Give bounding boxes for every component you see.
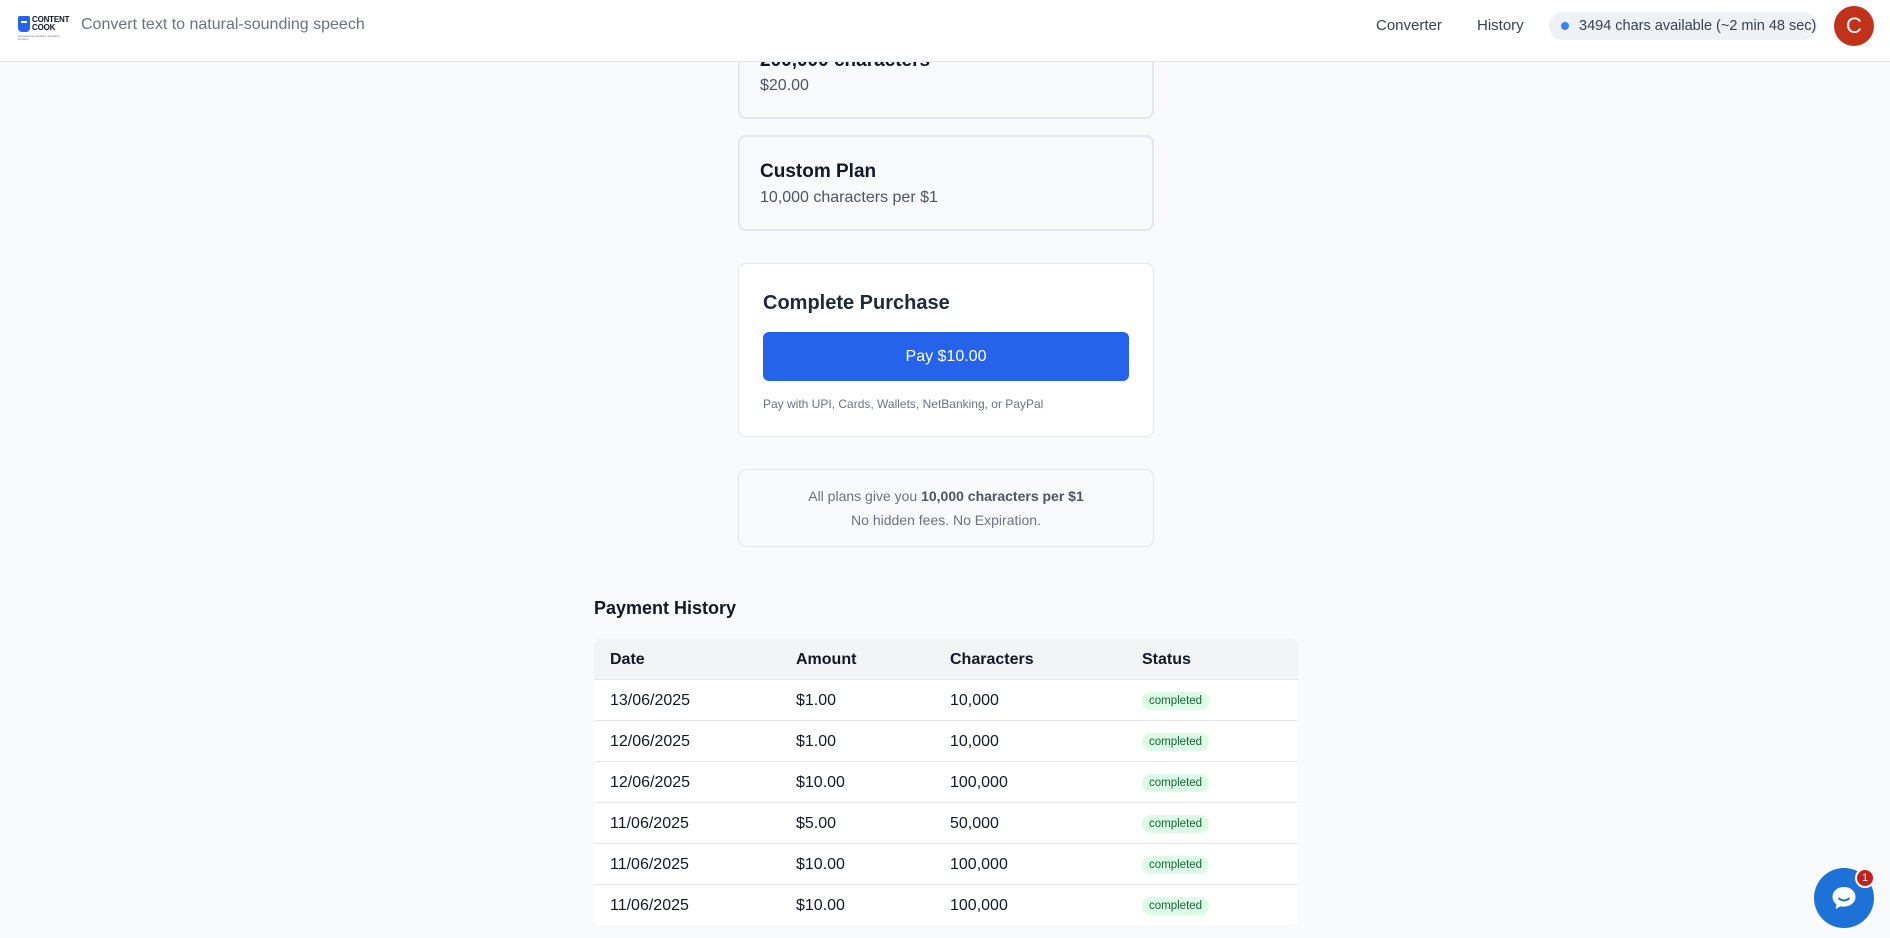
avatar-initial: C [1846, 13, 1862, 38]
content-cook-logo[interactable]: CONTENT COOK empowering creators, elevat… [18, 11, 69, 43]
purchase-title: Complete Purchase [763, 292, 950, 314]
logo-text-line2: COOK [32, 23, 56, 32]
payment-methods-note: Pay with UPI, Cards, Wallets, NetBanking… [763, 397, 1044, 411]
cell-amount: $5.00 [796, 815, 837, 832]
table-row: 11/06/2025 $10.00 100,000 completed [594, 843, 1298, 884]
column-header-characters: Characters [950, 651, 1034, 668]
plan-rate: 10,000 characters per $1 [760, 189, 938, 206]
chat-unread-badge: 1 [1855, 868, 1875, 888]
cell-characters: 100,000 [950, 774, 1008, 791]
top-header: CONTENT COOK empowering creators, elevat… [0, 0, 1890, 62]
info-rate-prefix: All plans give you [808, 488, 922, 504]
table-row: 13/06/2025 $1.00 10,000 completed [594, 679, 1298, 720]
cell-characters: 50,000 [950, 815, 999, 832]
status-badge: completed [1142, 692, 1210, 710]
table-header-row: Date Amount Characters Status [594, 639, 1298, 679]
complete-purchase-card: Complete Purchase Pay $10.00 Pay with UP… [738, 263, 1154, 437]
cell-status: completed [1142, 855, 1210, 874]
status-badge: completed [1142, 856, 1210, 874]
plan-price: $20.00 [760, 77, 809, 94]
table-row: 12/06/2025 $10.00 100,000 completed [594, 761, 1298, 802]
cell-date: 12/06/2025 [610, 774, 691, 791]
table-row: 12/06/2025 $1.00 10,000 completed [594, 720, 1298, 761]
logo-book-icon [18, 16, 30, 32]
chat-bubble-icon [1832, 887, 1856, 909]
nav-history-link[interactable]: History [1477, 17, 1524, 34]
cell-characters: 10,000 [950, 692, 999, 709]
payment-history-title: Payment History [594, 598, 737, 618]
cell-amount: $10.00 [796, 897, 845, 914]
cell-status: completed [1142, 732, 1210, 751]
logo-tagline: empowering creators, elevating content [18, 34, 60, 41]
table-row: 11/06/2025 $10.00 100,000 completed [594, 884, 1298, 925]
cell-characters: 100,000 [950, 856, 1008, 873]
cell-date: 12/06/2025 [610, 733, 691, 750]
info-rate-bold: 10,000 characters per $1 [921, 488, 1084, 504]
table-row: 11/06/2025 $5.00 50,000 completed [594, 802, 1298, 843]
column-header-amount: Amount [796, 651, 857, 668]
payment-history-table: Date Amount Characters Status 13/06/2025… [594, 639, 1298, 925]
user-avatar[interactable]: C [1834, 6, 1874, 46]
cell-amount: $10.00 [796, 856, 845, 873]
credits-text: 3494 chars available (~2 min 48 sec) [1579, 18, 1817, 34]
cell-date: 11/06/2025 [610, 856, 689, 873]
column-header-date: Date [610, 651, 645, 668]
cell-amount: $10.00 [796, 774, 845, 791]
cell-date: 11/06/2025 [610, 897, 689, 914]
status-dot-icon [1561, 22, 1569, 30]
info-fees-line: No hidden fees. No Expiration. [851, 512, 1041, 528]
pay-button[interactable]: Pay $10.00 [763, 332, 1129, 381]
cell-status: completed [1142, 691, 1210, 710]
plan-title: Custom Plan [760, 161, 877, 182]
app-tagline: Convert text to natural-sounding speech [81, 16, 365, 33]
info-rate-line: All plans give you 10,000 characters per… [739, 488, 1153, 504]
cell-status: completed [1142, 773, 1210, 792]
nav-converter-link[interactable]: Converter [1376, 17, 1442, 34]
logo-wordmark: CONTENT COOK [32, 16, 69, 32]
credits-available-badge: 3494 chars available (~2 min 48 sec) [1549, 12, 1817, 40]
cell-amount: $1.00 [796, 733, 837, 750]
cell-date: 11/06/2025 [610, 815, 689, 832]
status-badge: completed [1142, 774, 1210, 792]
cell-date: 13/06/2025 [610, 692, 691, 709]
cell-characters: 100,000 [950, 897, 1008, 914]
cell-characters: 10,000 [950, 733, 999, 750]
status-badge: completed [1142, 897, 1210, 915]
status-badge: completed [1142, 733, 1210, 751]
cell-status: completed [1142, 814, 1210, 833]
status-badge: completed [1142, 815, 1210, 833]
cell-status: completed [1142, 896, 1210, 915]
plans-info-box: All plans give you 10,000 characters per… [738, 469, 1154, 547]
logo-text-line1: CONTENT [32, 15, 70, 24]
column-header-status: Status [1142, 651, 1191, 668]
plan-card-custom[interactable]: Custom Plan 10,000 characters per $1 [738, 135, 1154, 231]
cell-amount: $1.00 [796, 692, 837, 709]
